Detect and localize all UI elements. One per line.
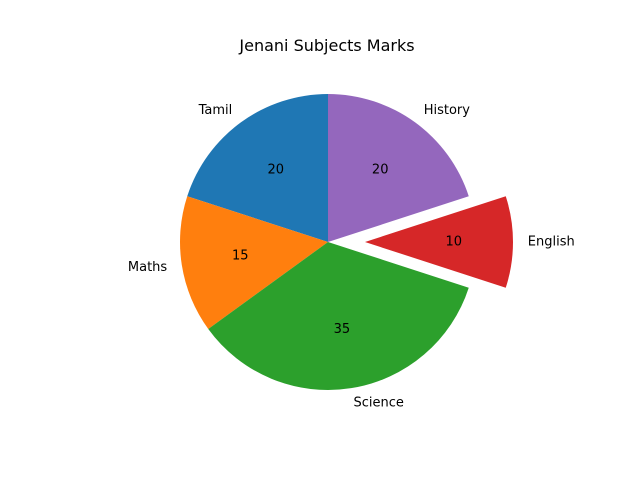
value-label-science: 35 [334,322,351,337]
chart-title: Jenani Subjects Marks [238,36,414,55]
pie-slices [179,94,513,390]
value-label-english: 10 [446,235,463,250]
category-label-science: Science [353,395,403,410]
pie-slice-english [365,196,513,288]
category-label-english: English [528,235,575,250]
pie-slice-tamil [187,94,328,242]
category-label-history: History [424,103,471,118]
value-label-maths: 15 [232,248,249,263]
pie-slice-maths [179,196,328,329]
category-label-tamil: Tamil [198,103,233,118]
category-label-maths: Maths [128,260,168,275]
value-label-tamil: 20 [268,163,285,178]
value-label-history: 20 [372,163,389,178]
pie-labels: 20 Tamil 15 Maths 35 Science 10 English 20 Histor… [128,103,575,411]
pie-slice-science [208,242,469,390]
pie-slice-history [328,94,469,242]
